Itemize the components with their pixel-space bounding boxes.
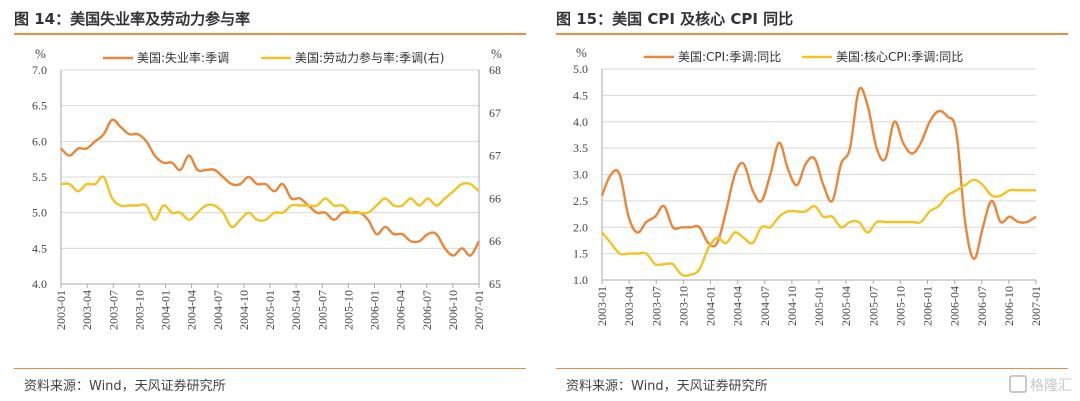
x-tick-label: 2003-04 (80, 290, 94, 330)
x-tick-label: 2004-04 (185, 290, 199, 330)
source-note: 资料来源：Wind，天风证券研究所 (566, 379, 768, 394)
x-tick-label: 2004-10 (237, 290, 251, 330)
unemployment-chart: 7.0 6.5 6.0 5.5 5.0 4.5 4.0 68 67 67 66 66 65%% 2003-… (32, 46, 502, 330)
x-tick-label: 2003-07 (106, 290, 120, 330)
y-right-tick-label: 67 (489, 106, 501, 120)
x-tick-label: 2003-10 (132, 290, 146, 330)
y-right-tick-label: 68 (489, 63, 501, 77)
y-right-tick-label: 66 (489, 234, 501, 248)
x-tick-label: 2004-01 (159, 290, 173, 330)
x-tick-label: 2003-04 (622, 286, 636, 326)
logo-icon (1009, 375, 1027, 393)
chart-panel-unemployment: 图 14：美国失业率及劳动力参与率 7.0 6.5 6.0 5.5 5.0 4.5 4.0 6… (14, 0, 532, 401)
x-tick-label: 2004-10 (785, 286, 799, 326)
y-tick-label: 4.0 (573, 115, 588, 129)
x-tick-label: 2003-07 (649, 286, 663, 326)
x-tick-label: 2005-04 (839, 286, 853, 326)
title-rule (14, 33, 526, 35)
source-note: 资料来源：Wind，天风证券研究所 (24, 379, 226, 394)
x-tick-label: 2003-01 (595, 286, 609, 326)
y-tick-label: 3.0 (573, 168, 588, 182)
x-tick-label: 2005-10 (341, 290, 355, 330)
watermark-logo: 格隆汇 (1009, 375, 1072, 395)
source-rule (14, 368, 526, 369)
y-tick-label: 4.5 (573, 88, 588, 102)
x-tick-label: 2005-01 (263, 290, 277, 330)
x-tick-label: 2004-01 (704, 286, 718, 326)
x-tick-label: 2004-04 (731, 286, 745, 326)
legend-label: 美国:CPI:季调:同比 (678, 50, 781, 64)
x-tick-label: 2006-10 (446, 290, 460, 330)
x-tick-label: 2005-01 (812, 286, 826, 326)
x-tick-label: 2004-07 (211, 290, 225, 330)
source-rule (556, 368, 1068, 369)
x-tick-label: 2006-01 (368, 290, 382, 330)
x-tick-label: 2005-07 (866, 286, 880, 326)
y-tick-label: 1.0 (573, 273, 588, 287)
series-line-orange (60, 118, 481, 257)
y-tick-label: 5.0 (573, 62, 588, 76)
chart-panel-cpi: 图 15：美国 CPI 及核心 CPI 同比 5.0 4.5 4.0 3.5 3.0 2.… (556, 0, 1074, 401)
x-tick-label: 2006-07 (975, 286, 989, 326)
x-tick-label: 2003-10 (676, 286, 690, 326)
x-tick-label: 2005-10 (893, 286, 907, 326)
y-right-tick-label: 66 (489, 191, 501, 205)
y-tick-label: 2.0 (573, 220, 588, 234)
series-line-yellow (601, 178, 1036, 277)
y-tick-label: 7.0 (32, 63, 47, 77)
x-tick-label: 2004-07 (758, 286, 772, 326)
y-unit: % (35, 46, 46, 61)
x-tick-label: 2007-01 (472, 290, 486, 330)
y-right-tick-label: 65 (489, 277, 501, 291)
legend-label: 美国:失业率:季调 (137, 50, 229, 65)
y-tick-label: 5.5 (32, 170, 47, 184)
x-tick-label: 2006-01 (921, 286, 935, 326)
chart-title: 图 15：美国 CPI 及核心 CPI 同比 (556, 10, 794, 28)
x-tick-label: 2003-01 (54, 290, 68, 330)
y-tick-label: 5.0 (32, 206, 47, 220)
y-right-unit: % (491, 46, 502, 61)
y-right-tick-label: 67 (489, 149, 501, 163)
x-tick-label: 2006-07 (420, 290, 434, 330)
x-tick-label: 2006-10 (1002, 286, 1016, 326)
chart-title: 图 14：美国失业率及劳动力参与率 (14, 10, 251, 28)
series-line-yellow (60, 175, 480, 229)
x-tick-label: 2005-04 (289, 290, 303, 330)
x-tick-label: 2005-07 (315, 290, 329, 330)
y-tick-label: 4.5 (32, 241, 47, 255)
y-tick-label: 6.0 (32, 134, 47, 148)
cpi-chart: 5.0 4.5 4.0 3.5 3.0 2.5 2.0 1.5 1.0% 2003-01 2003-… (573, 45, 1043, 326)
y-tick-label: 2.5 (573, 194, 588, 208)
x-tick-label: 2006-04 (394, 290, 408, 330)
x-tick-label: 2006-04 (948, 286, 962, 326)
y-tick-label: 1.5 (573, 247, 588, 261)
legend-label: 美国:核心CPI:季调:同比 (836, 50, 963, 64)
legend-label: 美国:劳动力参与率:季调(右) (295, 50, 444, 65)
y-tick-label: 3.5 (573, 141, 588, 155)
y-tick-label: 6.5 (32, 99, 47, 113)
x-tick-label: 2007-01 (1029, 286, 1043, 326)
title-rule (556, 33, 1068, 35)
series-line-orange (600, 86, 1037, 261)
y-tick-label: 4.0 (32, 277, 47, 291)
y-unit: % (576, 45, 587, 60)
watermark-text: 格隆汇 (1030, 378, 1072, 394)
